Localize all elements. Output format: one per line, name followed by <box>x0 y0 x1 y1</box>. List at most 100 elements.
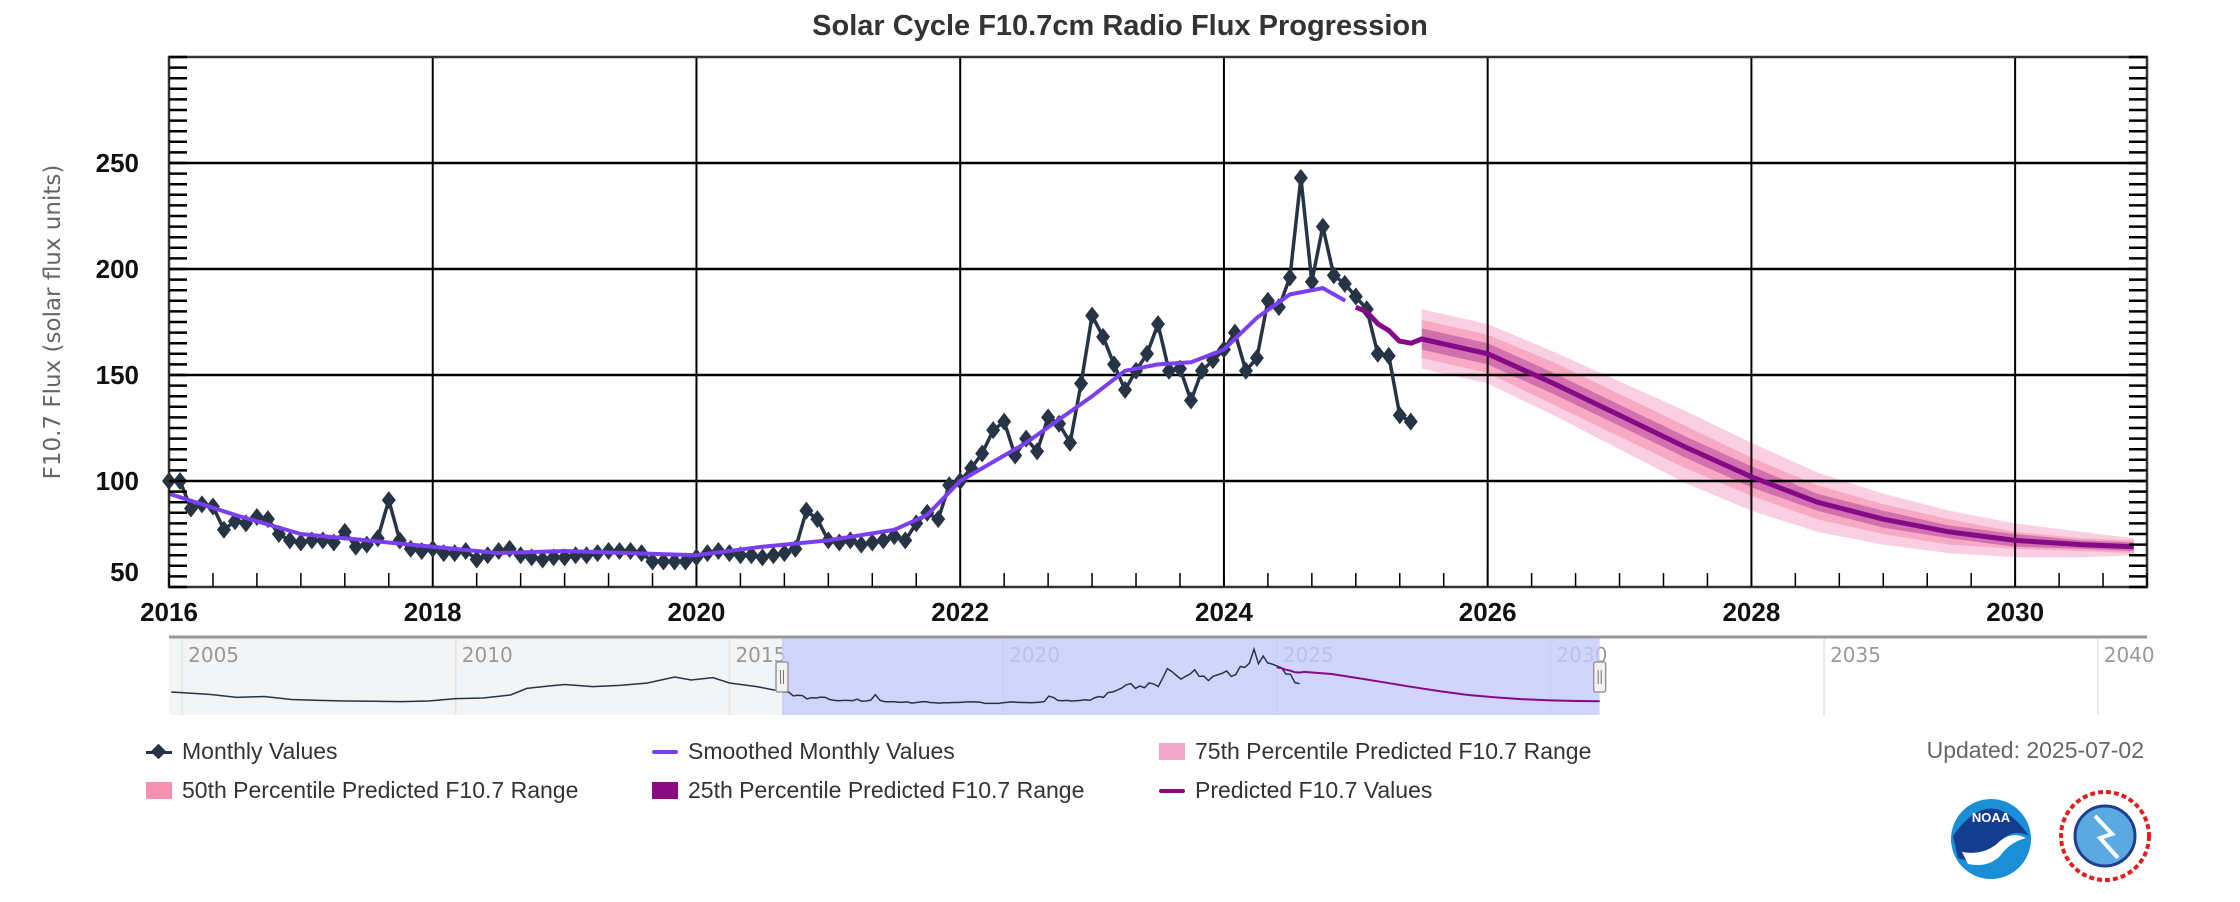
monthly-value-marker[interactable] <box>1074 374 1089 393</box>
monthly-value-marker[interactable] <box>1030 442 1045 461</box>
monthly-value-marker[interactable] <box>282 531 297 550</box>
monthly-value-marker[interactable] <box>1107 355 1122 374</box>
x-tick-label: 2024 <box>1195 597 1253 627</box>
monthly-value-marker[interactable] <box>766 546 781 565</box>
legend-label: 75th Percentile Predicted F10.7 Range <box>1195 738 1592 764</box>
monthly-value-marker[interactable] <box>755 548 770 567</box>
monthly-value-marker[interactable] <box>997 412 1012 431</box>
monthly-value-marker[interactable] <box>1392 406 1407 425</box>
legend-predicted-values[interactable]: Predicted F10.7 Values <box>1159 777 1432 804</box>
band-p25 <box>1421 328 2134 551</box>
monthly-value-marker[interactable] <box>348 537 363 556</box>
monthly-value-marker[interactable] <box>1326 266 1341 285</box>
monthly-value-marker[interactable] <box>1194 361 1209 380</box>
monthly-value-marker[interactable] <box>623 541 638 560</box>
monthly-value-marker[interactable] <box>1063 433 1078 452</box>
legend-label: Monthly Values <box>182 738 338 764</box>
navigator-tick-label: 2040 <box>2104 643 2155 667</box>
navigator[interactable]: 20052010201520202025203020352040 <box>169 635 2155 715</box>
noaa-logo[interactable]: NOAA <box>1951 799 2031 879</box>
monthly-value-marker[interactable] <box>1183 391 1198 410</box>
handle-grip[interactable] <box>775 661 789 693</box>
monthly-value-marker[interactable] <box>986 421 1001 440</box>
monthly-value-marker[interactable] <box>1041 408 1056 427</box>
navigator-predicted-line <box>1276 666 1600 703</box>
band-p50 <box>1421 319 2134 554</box>
monthly-value-marker[interactable] <box>535 550 550 569</box>
monthly-value-marker[interactable] <box>656 552 671 571</box>
monthly-value-marker[interactable] <box>854 535 869 554</box>
monthly-value-marker[interactable] <box>865 533 880 552</box>
monthly-value-marker[interactable] <box>678 552 693 571</box>
legend-50th-percentile[interactable]: 50th Percentile Predicted F10.7 Range <box>146 777 578 804</box>
x-tick-label: 2020 <box>668 597 726 627</box>
monthly-value-marker[interactable] <box>1337 274 1352 293</box>
legend-25th-percentile[interactable]: 25th Percentile Predicted F10.7 Range <box>652 777 1084 804</box>
monthly-value-marker[interactable] <box>491 541 506 560</box>
updated-date: Updated: 2025-07-02 <box>1926 737 2144 763</box>
navigator-selection[interactable] <box>781 638 1600 715</box>
navigator-tick-label: 2005 <box>188 643 239 667</box>
monthly-value-marker[interactable] <box>392 531 407 550</box>
monthly-value-marker[interactable] <box>876 531 891 550</box>
monthly-value-marker[interactable] <box>744 546 759 565</box>
monthly-value-marker[interactable] <box>1161 361 1176 380</box>
monthly-value-marker[interactable] <box>1151 315 1165 334</box>
monthly-value-marker[interactable] <box>667 552 682 571</box>
monthly-value-marker[interactable] <box>480 546 495 565</box>
monthly-value-marker[interactable] <box>1238 361 1253 380</box>
svg-text:NOAA: NOAA <box>1972 810 2011 825</box>
monthly-value-marker[interactable] <box>1381 346 1396 365</box>
grid <box>169 57 2147 587</box>
y-tick-label: 250 <box>96 148 139 178</box>
navigator-history-line <box>171 676 785 703</box>
navigator-left-handle[interactable] <box>775 661 789 693</box>
monthly-value-marker[interactable] <box>777 544 792 563</box>
navigator-right-handle[interactable] <box>1592 661 1607 693</box>
navigator-history-area <box>169 638 785 715</box>
x-tick-label: 2022 <box>931 597 989 627</box>
square-icon <box>146 782 172 799</box>
monthly-value-marker[interactable] <box>931 510 946 529</box>
monthly-value-marker[interactable] <box>183 499 198 518</box>
monthly-value-marker[interactable] <box>1118 380 1133 399</box>
monthly-value-marker[interactable] <box>1085 306 1100 325</box>
prediction-bands <box>1421 309 2134 558</box>
y-tick-label: 150 <box>96 360 139 390</box>
monthly-value-marker[interactable] <box>1403 412 1418 431</box>
logos: NOAA <box>1951 790 2151 882</box>
navigator-tick-label: 2035 <box>1830 643 1881 667</box>
legend-monthly-values[interactable]: Monthly Values <box>146 738 338 765</box>
monthly-value-marker[interactable] <box>1096 327 1111 346</box>
monthly-value-marker[interactable] <box>1315 217 1330 236</box>
monthly-value-marker[interactable] <box>469 550 484 569</box>
y-tick-label: 100 <box>96 466 139 496</box>
monthly-value-marker[interactable] <box>1348 287 1363 306</box>
monthly-value-marker[interactable] <box>898 531 913 550</box>
monthly-value-marker[interactable] <box>810 510 825 529</box>
monthly-value-marker[interactable] <box>1370 344 1385 363</box>
monthly-value-marker[interactable] <box>293 533 308 552</box>
predicted-values-line <box>1354 304 2134 550</box>
y-tick-label: 50 <box>110 557 139 587</box>
handle-grip[interactable] <box>1592 661 1607 693</box>
legend-label: Predicted F10.7 Values <box>1195 777 1433 803</box>
monthly-value-marker[interactable] <box>975 444 990 463</box>
legend-smoothed-values[interactable]: Smoothed Monthly Values <box>652 738 955 765</box>
monthly-value-marker[interactable] <box>645 552 660 571</box>
monthly-value-marker[interactable] <box>579 546 594 565</box>
monthly-value-marker[interactable] <box>799 501 814 520</box>
monthly-value-marker[interactable] <box>1304 272 1319 291</box>
monthly-value-marker[interactable] <box>216 520 231 539</box>
nws-logo[interactable] <box>2059 790 2151 882</box>
monthly-value-marker[interactable] <box>381 491 396 510</box>
monthly-value-marker[interactable] <box>1282 268 1297 287</box>
monthly-value-marker[interactable] <box>1293 168 1308 187</box>
monthly-value-marker[interactable] <box>689 548 704 567</box>
monthly-value-marker[interactable] <box>1140 344 1155 363</box>
legend-75th-percentile[interactable]: 75th Percentile Predicted F10.7 Range <box>1159 738 1591 765</box>
line-icon <box>652 744 678 760</box>
monthly-value-marker[interactable] <box>425 539 440 558</box>
monthly-value-marker[interactable] <box>1249 349 1264 368</box>
